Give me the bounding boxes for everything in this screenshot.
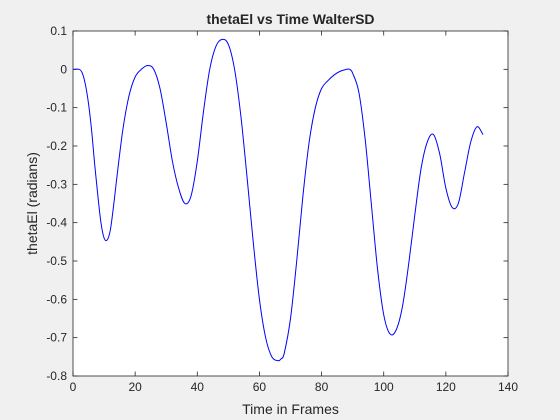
y-tick-label: -0.1 bbox=[46, 101, 67, 115]
x-tick-label: 40 bbox=[191, 380, 205, 394]
x-tick-label: 0 bbox=[70, 380, 77, 394]
x-tick-label: 100 bbox=[374, 380, 394, 394]
axis-tick-labels: 0 20 40 60 80 100 120 140 0.1 0 -0.1 -0.2 -0.3 -0.4 -0… bbox=[46, 24, 518, 394]
x-tick-label: 80 bbox=[315, 380, 329, 394]
plot-frame bbox=[72, 30, 509, 377]
plot-area bbox=[73, 31, 508, 376]
x-tick-label: 120 bbox=[436, 380, 456, 394]
y-tick-label: -0.3 bbox=[46, 177, 67, 191]
x-axis-label: Time in Frames bbox=[242, 401, 339, 417]
y-tick-label: -0.7 bbox=[46, 331, 67, 345]
x-tick-label: 20 bbox=[128, 380, 142, 394]
y-tick-label: -0.2 bbox=[46, 139, 67, 153]
y-tick-label: -0.6 bbox=[46, 292, 67, 306]
y-tick-label: 0 bbox=[60, 62, 67, 76]
y-tick-label: -0.5 bbox=[46, 254, 67, 268]
x-tick-label: 140 bbox=[498, 380, 518, 394]
y-tick-label: -0.8 bbox=[46, 369, 67, 383]
y-tick-label: 0.1 bbox=[50, 24, 67, 38]
data-line-thetaEl bbox=[72, 38, 484, 362]
chart-title: thetaEl vs Time WalterSD bbox=[206, 11, 374, 27]
y-axis-label: thetaEl (radians) bbox=[24, 152, 40, 255]
x-tick-label: 60 bbox=[253, 380, 267, 394]
y-tick-label: -0.4 bbox=[46, 216, 67, 230]
